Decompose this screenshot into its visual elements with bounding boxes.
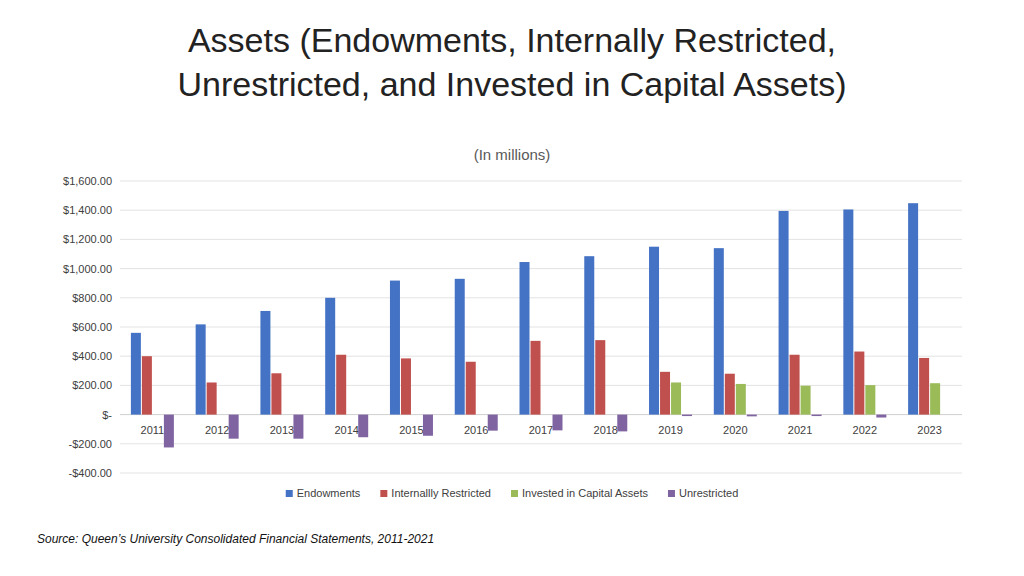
x-tick-label: 2017	[529, 424, 553, 436]
x-tick-label: 2020	[723, 424, 747, 436]
y-tick-label: $1,400.00	[63, 204, 112, 216]
bar	[584, 256, 594, 414]
bar	[196, 324, 206, 414]
subtitle: (In millions)	[474, 146, 551, 163]
grid-line	[120, 268, 962, 269]
bars	[131, 203, 940, 447]
y-tick-label: $600.00	[72, 321, 112, 333]
legend: Endowments Internallly Restricted Invested…	[286, 487, 739, 499]
bar	[736, 384, 746, 415]
legend-label: Unrestricted	[679, 487, 738, 499]
chart: (In millions) -$400.00 -$200.00 $- $200.00 $4…	[0, 0, 1024, 576]
grid-line	[120, 239, 962, 240]
bar	[790, 355, 800, 415]
y-tick-label: $1,200.00	[63, 233, 112, 245]
bar	[358, 415, 368, 438]
source: Source: Queen’s University Consolidated …	[37, 532, 434, 546]
bar	[660, 372, 670, 415]
bar	[271, 373, 281, 414]
bar	[714, 248, 724, 414]
legend-label: Internallly Restricted	[391, 487, 491, 499]
bar	[260, 311, 270, 415]
bar	[390, 281, 400, 415]
bar	[930, 383, 940, 414]
x-tick-label: 2015	[399, 424, 423, 436]
grid-line	[120, 356, 962, 357]
bar	[520, 262, 530, 415]
x-tick-label: 2011	[141, 424, 165, 436]
bar	[671, 382, 681, 414]
bar	[854, 352, 864, 415]
x-tick-label: 2022	[853, 424, 877, 436]
y-tick-label: -$200.00	[69, 438, 112, 450]
legend-swatch	[511, 490, 518, 497]
bar	[531, 341, 541, 415]
bar	[801, 386, 811, 415]
bar	[401, 358, 411, 414]
bar	[455, 279, 465, 415]
bar	[423, 415, 433, 436]
bar	[747, 415, 757, 417]
bar	[779, 211, 789, 415]
y-tick-label: $-	[102, 409, 112, 421]
bar	[649, 247, 659, 415]
title: Assets (Endowments, Internally Restricte…	[0, 18, 1024, 106]
bar	[812, 415, 822, 416]
bar	[876, 415, 886, 418]
y-tick-label: $400.00	[72, 350, 112, 362]
grid-line	[120, 327, 962, 328]
bar	[142, 356, 152, 414]
legend-label: Endowments	[297, 487, 361, 499]
y-tick-label: $200.00	[72, 379, 112, 391]
bar	[229, 415, 239, 439]
legend-swatch	[380, 490, 387, 497]
x-tick-label: 2014	[334, 424, 358, 436]
x-tick-label: 2018	[594, 424, 618, 436]
x-tick-label: 2012	[205, 424, 229, 436]
bar	[919, 358, 929, 415]
legend-label: Invested in Capital Assets	[522, 487, 648, 499]
grid-line	[120, 414, 962, 415]
grid-line	[120, 210, 962, 211]
bar	[595, 340, 605, 414]
bar	[725, 374, 735, 415]
x-tick-label: 2019	[658, 424, 682, 436]
y-tick-label: $800.00	[72, 292, 112, 304]
bar	[908, 203, 918, 414]
grid-line	[120, 473, 962, 474]
y-tick-label: $1,600.00	[63, 175, 112, 187]
bar	[617, 415, 627, 432]
bar	[865, 385, 875, 414]
bar	[336, 355, 346, 415]
y-tick-label: -$400.00	[69, 467, 112, 479]
bar	[164, 415, 174, 448]
x-tick-label: 2021	[788, 424, 812, 436]
bar	[466, 362, 476, 415]
bar	[293, 415, 303, 439]
x-tick-label: 2016	[464, 424, 488, 436]
bar	[207, 382, 217, 414]
x-tick-label: 2013	[270, 424, 294, 436]
x-tick-label: 2023	[917, 424, 941, 436]
grid-line	[120, 297, 962, 298]
bar	[131, 333, 141, 415]
bar	[553, 415, 563, 431]
legend-swatch	[668, 490, 675, 497]
grid-line	[120, 385, 962, 386]
grid-line	[120, 443, 962, 444]
grid-line	[120, 181, 962, 182]
bar	[488, 415, 498, 431]
bar	[325, 298, 335, 415]
legend-swatch	[286, 490, 293, 497]
y-tick-label: $1,000.00	[63, 263, 112, 275]
bar	[843, 209, 853, 414]
bar	[682, 415, 692, 416]
